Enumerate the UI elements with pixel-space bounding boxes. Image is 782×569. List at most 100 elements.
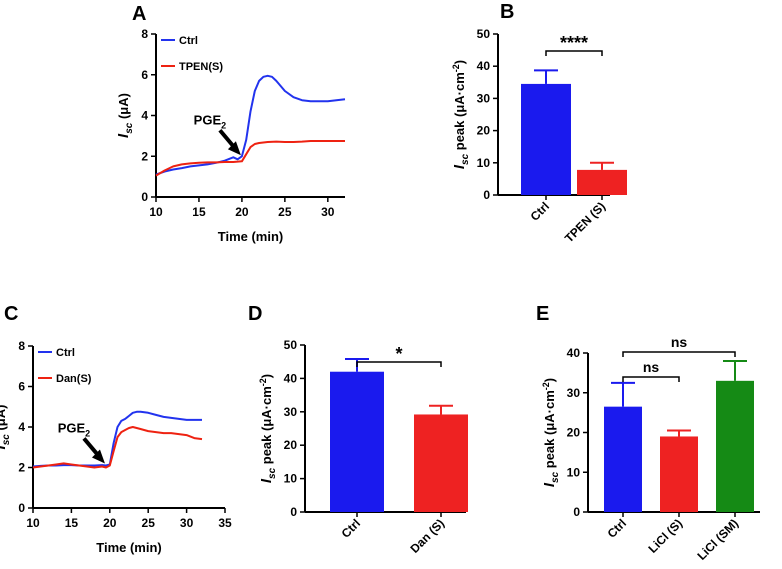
- panel-e-ylabel-end: ): [542, 378, 557, 382]
- panel-c-x-tick-label: 15: [65, 516, 79, 530]
- panel-a-annotation-label: PGE2: [194, 112, 226, 130]
- panel-a-y-tick-label: 0: [141, 190, 148, 204]
- panel-b-x-tick-label: TPEN (S): [562, 199, 608, 245]
- panel-a-y-tick-label: 4: [141, 109, 148, 123]
- panel-c-y-tick-label: 0: [18, 501, 25, 515]
- panel-label-a: A: [132, 3, 146, 25]
- panel-d-y-tick-label: 20: [284, 438, 298, 452]
- panel-e-significance-label: ns: [643, 359, 660, 375]
- panel-c-legend-label: Ctrl: [56, 347, 75, 359]
- panel-a-x-tick-label: 10: [149, 205, 163, 219]
- panel-d-y-tick-label: 0: [290, 505, 297, 519]
- panel-d-bar-chart: 0 10 20 30 40 50 Ctrl Dan (S) Isc peak (μA·cm-2)…: [258, 338, 468, 556]
- panel-b-ylabel-sub: sc: [460, 153, 471, 165]
- panel-d-y-tick-label: 50: [284, 338, 298, 352]
- panel-c-y-axis-title: Isc (μA): [0, 405, 12, 450]
- panel-c-annotation-arrow-head: [91, 449, 105, 464]
- panel-e-y-axis-title: Isc peak (μA·cm-2): [541, 378, 561, 487]
- panel-e-bar-2: [716, 380, 754, 512]
- panel-c-x-tick-label: 30: [180, 516, 194, 530]
- panel-a-y-tick-label: 6: [141, 68, 148, 82]
- panel-e-ylabel-main: I: [541, 482, 558, 487]
- panel-b-ylabel-main: I: [451, 164, 468, 169]
- panel-b-bar-chart: 0 10 20 30 40 50 Ctrl TPEN (S) Isc peak (μA·cm-2…: [451, 27, 627, 245]
- panel-e-x-tick-label: Ctrl: [605, 516, 630, 541]
- panel-a-y-tick-label: 8: [141, 27, 148, 41]
- panel-b-y-axis-title: Isc peak (μA·cm-2): [451, 60, 471, 169]
- panel-label-c: C: [4, 303, 18, 325]
- panel-label-b: B: [500, 1, 514, 23]
- panel-a-ylabel-sub: sc: [124, 122, 135, 134]
- panel-c-annotation-sub: 2: [85, 428, 90, 438]
- panel-label-e: E: [536, 303, 549, 325]
- panel-e-y-tick-label: 10: [567, 465, 581, 479]
- panel-a-annotation-text: PGE: [194, 112, 222, 127]
- panel-a-x-tick-label: 20: [235, 205, 249, 219]
- panel-a-legend-label: Ctrl: [179, 35, 198, 47]
- panel-a-ylabel-main: I: [115, 133, 132, 138]
- panel-d-y-tick-label: 10: [284, 472, 298, 486]
- panel-a-x-tick-label: 15: [192, 205, 206, 219]
- panel-d-x-tick-label: Ctrl: [339, 516, 364, 541]
- panel-b-significance-bracket: [545, 50, 603, 56]
- panel-a-annotation-sub: 2: [221, 120, 226, 130]
- panel-a-series-ctrl-line: [155, 74, 346, 176]
- panel-a-x-tick-label: 25: [278, 205, 292, 219]
- panel-c-y-tick-label: 8: [18, 339, 25, 353]
- panel-c-y-tick-label: 6: [18, 380, 25, 394]
- panel-e-y-tick-label: 0: [573, 505, 580, 519]
- panel-e-significance-bracket: [622, 376, 680, 382]
- panel-e-bar-1: [660, 436, 698, 512]
- panel-b-bar-0: [521, 83, 571, 195]
- panel-label-d: D: [248, 303, 262, 325]
- panel-e-ylabel-sub: sc: [550, 471, 561, 483]
- panel-c-line-chart: 10 15 20 25 30 35 0 2 4 6 8 Ctrl Dan(S) Time (min) Isc…: [0, 339, 232, 555]
- panel-d-y-tick-label: 40: [284, 371, 298, 385]
- panel-a-legend-label: TPEN(S): [179, 61, 223, 73]
- panel-c-legend-label: Dan(S): [56, 373, 92, 385]
- panel-d-bar-1: [414, 414, 468, 512]
- panel-e-x-tick-label: LiCl (SM): [694, 516, 741, 563]
- panel-c-x-tick-label: 20: [103, 516, 117, 530]
- panel-a-line-chart: 10 15 20 25 30 0 2 4 6 8 Ctrl TPEN(S) Time (min) Isc …: [115, 27, 346, 244]
- panel-c-annotation-text: PGE: [58, 420, 86, 435]
- panel-e-bar-chart: 0 10 20 30 40 Ctrl LiCl (S) LiCl (SM) Isc peak (…: [541, 334, 760, 563]
- panel-e-significance-bracket: [622, 351, 736, 357]
- panel-c-x-tick-label: 35: [218, 516, 232, 530]
- panel-d-x-tick-label: Dan (S): [408, 516, 448, 556]
- panel-d-ylabel-rest: peak (μA·cm: [259, 386, 274, 468]
- panel-a-y-tick-label: 2: [141, 149, 148, 163]
- panel-b-y-tick-label: 50: [477, 27, 491, 41]
- panel-a-y-axis-title: Isc (μA): [115, 93, 135, 138]
- panel-e-x-tick-label: LiCl (S): [646, 516, 686, 556]
- panel-c-ylabel-unit: (μA): [0, 405, 8, 435]
- panel-b-bar-1: [577, 169, 627, 195]
- panel-c-series-treatment-line: [32, 426, 203, 469]
- panel-b-y-tick-label: 0: [483, 188, 490, 202]
- panel-e-significance-label: ns: [671, 334, 688, 350]
- panel-d-ylabel-end: ): [259, 374, 274, 378]
- panel-b-y-tick-label: 40: [477, 59, 491, 73]
- panel-d-ylabel-sup: -2: [258, 378, 268, 386]
- panel-d-y-axis-title: Isc peak (μA·cm-2): [258, 374, 278, 483]
- panel-a-x-tick-label: 30: [321, 205, 335, 219]
- panel-c-ylabel-main: I: [0, 444, 9, 449]
- panel-d-ylabel-sub: sc: [267, 467, 278, 479]
- panel-c-ylabel-sub: sc: [1, 434, 12, 446]
- panel-b-ylabel-sup: -2: [451, 64, 461, 72]
- panel-e-y-tick-label: 20: [567, 426, 581, 440]
- panel-e-y-tick-label: 40: [567, 346, 581, 360]
- panel-c-series-ctrl-line: [32, 410, 202, 468]
- panel-c-x-axis-title: Time (min): [96, 540, 162, 555]
- panel-d-significance-bracket: [356, 361, 442, 367]
- panel-c-x-tick-label: 25: [142, 516, 156, 530]
- panel-b-x-tick-label: Ctrl: [528, 199, 553, 224]
- panel-b-y-tick-label: 20: [477, 124, 491, 138]
- panel-d-bar-0: [330, 371, 384, 512]
- panel-c-y-tick-label: 2: [18, 461, 25, 475]
- panel-e-y-tick-label: 30: [567, 386, 581, 400]
- panel-d-ylabel-main: I: [258, 478, 275, 483]
- panel-a-series-treatment-line: [155, 140, 345, 177]
- panel-b-y-tick-label: 10: [477, 156, 491, 170]
